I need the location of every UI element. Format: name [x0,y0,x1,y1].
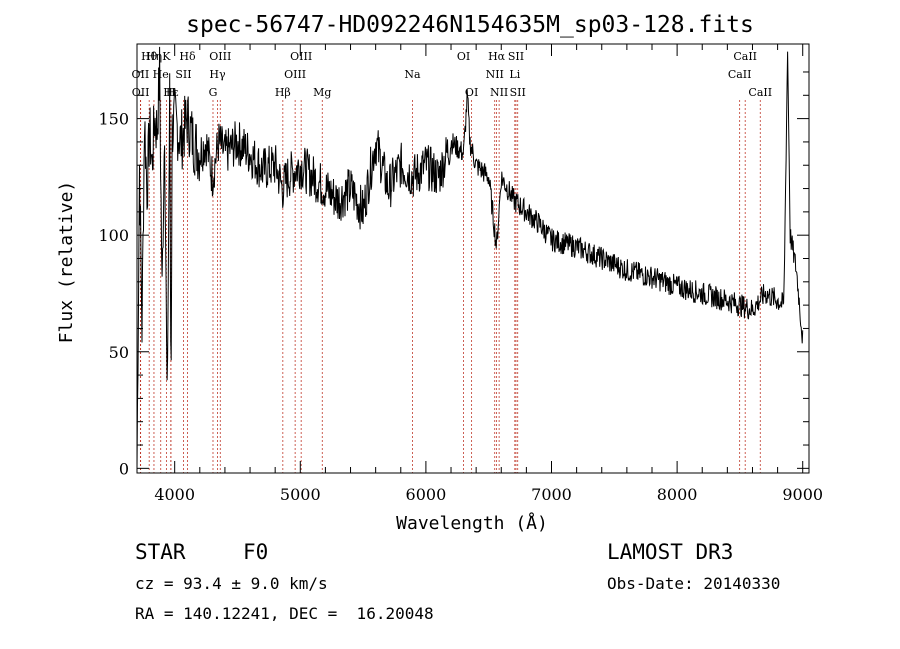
line-label-12: G [209,86,218,99]
y-tick-label-0: 0 [119,459,129,478]
line-label-11: Hγ [209,68,226,81]
line-label-22: NII [490,86,508,99]
line-label-24: Li [509,68,520,81]
spectral-subclass: F0 [243,540,269,564]
line-label-2: OII [132,86,150,99]
x-tick-label-1: 5000 [280,485,321,504]
line-label-25: SII [510,86,526,99]
y-tick-label-1: 50 [109,343,129,362]
line-label-20: Hα [488,50,506,63]
line-label-0: Hθ [141,50,158,63]
y-axis-ticks: 0 50 100 150 [98,71,809,478]
line-label-7: H [166,86,176,99]
line-label-17: Na [404,68,421,81]
line-label-27: CaII [728,68,752,81]
spectrum-series [136,46,804,470]
y-tick-label-2: 100 [98,226,129,245]
chart-title: spec-56747-HD092246N154635M_sp03-128.fit… [186,12,754,38]
line-label-19: OI [465,86,478,99]
line-label-16: Mg [313,86,331,99]
redshift-velocity: cz = 93.4 ± 9.0 km/s [135,574,328,593]
line-label-18: OI [457,50,470,63]
x-tick-label-0: 4000 [154,485,195,504]
line-label-23: SII [508,50,524,63]
survey-name: LAMOST DR3 [607,540,734,564]
spectrum-line [136,46,804,470]
line-label-15: OIII [284,68,306,81]
x-tick-label-5: 9000 [782,485,823,504]
y-axis-label: Flux (relative) [56,181,77,344]
line-label-4: He [153,68,169,81]
line-label-6: K [162,50,171,63]
x-tick-label-3: 7000 [531,485,572,504]
line-label-14: OIII [290,50,312,63]
x-axis-label: Wavelength (Å) [396,512,548,534]
x-axis-ticks: 4000 5000 6000 7000 8000 9000 [154,44,823,504]
line-label-21: NII [486,68,504,81]
line-label-8: Hδ [179,50,196,63]
line-label-10: OIII [209,50,231,63]
line-label-9: SII [175,68,191,81]
line-label-13: Hβ [275,86,291,99]
plot-frame [136,43,810,474]
y-tick-label-3: 150 [98,110,129,129]
object-class: STAR [135,540,186,564]
observation-date: Obs-Date: 20140330 [607,574,781,593]
line-label-26: CaII [733,50,757,63]
x-tick-label-2: 6000 [406,485,447,504]
line-label-28: CaII [748,86,772,99]
line-label-3: Hη [146,50,162,63]
line-label-1: OII [132,68,150,81]
x-tick-label-4: 8000 [657,485,698,504]
sky-coordinates: RA = 140.12241, DEC = 16.20048 [135,604,434,623]
